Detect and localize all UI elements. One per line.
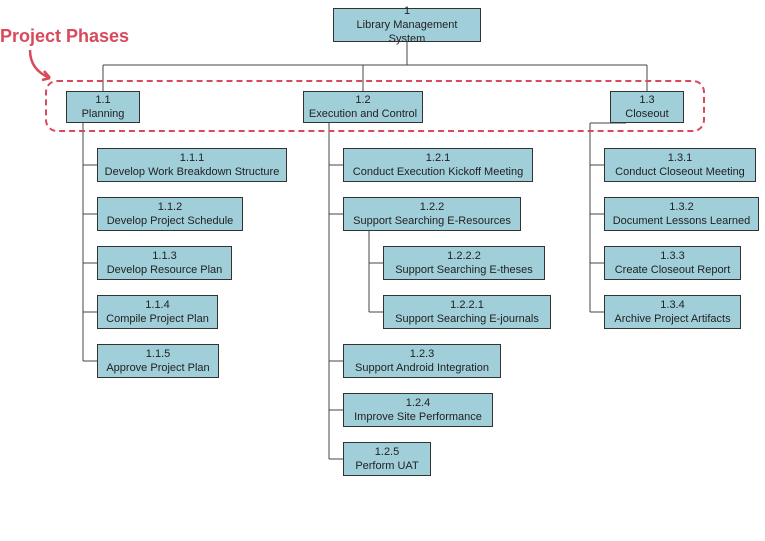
node-label: Conduct Closeout Meeting — [615, 165, 745, 179]
wbs-node-n134: 1.3.4Archive Project Artifacts — [604, 295, 741, 329]
node-label: Develop Resource Plan — [107, 263, 223, 277]
node-label: Support Android Integration — [355, 361, 489, 375]
wbs-node-n111: 1.1.1Develop Work Breakdown Structure — [97, 148, 287, 182]
node-number: 1.2.3 — [410, 347, 434, 361]
node-number: 1.3.1 — [668, 151, 692, 165]
node-number: 1.3.2 — [669, 200, 693, 214]
wbs-node-n115: 1.1.5Approve Project Plan — [97, 344, 219, 378]
wbs-node-n13: 1.3Closeout — [610, 91, 684, 123]
wbs-node-n114: 1.1.4Compile Project Plan — [97, 295, 218, 329]
node-number: 1.2.2.1 — [450, 298, 484, 312]
node-label: Perform UAT — [355, 459, 418, 473]
wbs-node-n122: 1.2.2Support Searching E-Resources — [343, 197, 521, 231]
node-label: Create Closeout Report — [615, 263, 731, 277]
node-label: Execution and Control — [309, 107, 417, 121]
node-number: 1.1.5 — [146, 347, 170, 361]
node-label: Develop Work Breakdown Structure — [105, 165, 280, 179]
wbs-node-n112: 1.1.2Develop Project Schedule — [97, 197, 243, 231]
node-label: Closeout — [625, 107, 668, 121]
wbs-node-n133: 1.3.3Create Closeout Report — [604, 246, 741, 280]
node-number: 1.2.2.2 — [447, 249, 481, 263]
annotation-text: Project Phases — [0, 26, 129, 46]
wbs-node-n113: 1.1.3Develop Resource Plan — [97, 246, 232, 280]
wbs-node-n131: 1.3.1Conduct Closeout Meeting — [604, 148, 756, 182]
node-label: Support Searching E-Resources — [353, 214, 511, 228]
node-label: Library Management System — [338, 18, 476, 47]
project-phases-annotation: Project Phases — [0, 26, 129, 47]
wbs-node-n1221: 1.2.2.1Support Searching E-journals — [383, 295, 551, 329]
node-label: Develop Project Schedule — [107, 214, 234, 228]
wbs-node-n132: 1.3.2Document Lessons Learned — [604, 197, 759, 231]
node-number: 1.3.4 — [660, 298, 684, 312]
wbs-node-n1: 1Library Management System — [333, 8, 481, 42]
wbs-node-n12: 1.2Execution and Control — [303, 91, 423, 123]
node-label: Improve Site Performance — [354, 410, 482, 424]
node-label: Document Lessons Learned — [613, 214, 751, 228]
node-number: 1.3 — [639, 93, 654, 107]
wbs-node-n121: 1.2.1Conduct Execution Kickoff Meeting — [343, 148, 533, 182]
node-label: Compile Project Plan — [106, 312, 209, 326]
node-label: Support Searching E-theses — [395, 263, 533, 277]
node-label: Conduct Execution Kickoff Meeting — [353, 165, 523, 179]
node-number: 1.2.1 — [426, 151, 450, 165]
node-number: 1 — [404, 4, 410, 18]
wbs-node-n11: 1.1Planning — [66, 91, 140, 123]
wbs-node-n125: 1.2.5Perform UAT — [343, 442, 431, 476]
node-label: Archive Project Artifacts — [614, 312, 730, 326]
node-label: Planning — [82, 107, 125, 121]
node-label: Approve Project Plan — [106, 361, 209, 375]
node-number: 1.2 — [355, 93, 370, 107]
node-number: 1.3.3 — [660, 249, 684, 263]
wbs-node-n123: 1.2.3Support Android Integration — [343, 344, 501, 378]
node-number: 1.1.1 — [180, 151, 204, 165]
node-number: 1.2.4 — [406, 396, 430, 410]
node-number: 1.1 — [95, 93, 110, 107]
node-label: Support Searching E-journals — [395, 312, 539, 326]
wbs-node-n124: 1.2.4Improve Site Performance — [343, 393, 493, 427]
wbs-node-n1222: 1.2.2.2Support Searching E-theses — [383, 246, 545, 280]
node-number: 1.2.2 — [420, 200, 444, 214]
node-number: 1.1.4 — [145, 298, 169, 312]
node-number: 1.1.3 — [152, 249, 176, 263]
node-number: 1.2.5 — [375, 445, 399, 459]
node-number: 1.1.2 — [158, 200, 182, 214]
